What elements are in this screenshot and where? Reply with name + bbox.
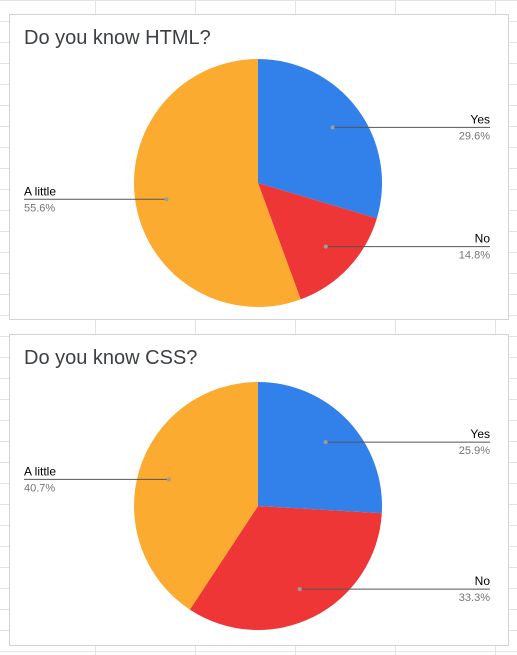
chart-card-css[interactable]: Do you know CSS? Yes 25.9% No 33.3% A little… [9, 334, 509, 646]
pie-chart[interactable]: Yes 25.9% No 33.3% A little 40.7% [10, 335, 510, 647]
slice-label: Yes [470, 112, 490, 126]
chart-card-html[interactable]: Do you know HTML? Yes 29.6% No 14.8% A littl… [9, 14, 509, 320]
pie-slice-no[interactable] [189, 506, 382, 630]
slice-percent: 25.9% [459, 445, 490, 457]
chart-title: Do you know HTML? [24, 27, 211, 49]
slice-percent: 55.6% [24, 202, 55, 214]
slice-label: A little [24, 464, 56, 478]
pie-chart[interactable]: Yes 29.6% No 14.8% A little 55.6% [10, 15, 510, 321]
slice-percent: 14.8% [459, 250, 490, 262]
slice-label: Yes [470, 427, 490, 441]
leader-dot [323, 244, 328, 249]
pie-slice-yes[interactable] [258, 59, 383, 219]
pie-slice-yes[interactable] [258, 382, 382, 514]
leader-dot [164, 197, 169, 202]
chart-title: Do you know CSS? [24, 347, 198, 369]
pie-slice-no[interactable] [258, 183, 377, 300]
leader-dot [323, 440, 328, 445]
slice-label: No [475, 574, 491, 588]
slice-percent: 33.3% [459, 592, 490, 604]
slice-percent: 40.7% [24, 482, 55, 494]
leader-dot [330, 125, 335, 130]
leader-dot [166, 477, 171, 482]
slice-label: No [475, 232, 491, 246]
leader-dot [297, 587, 302, 592]
slice-label: A little [24, 184, 56, 198]
pie-slice-a-little[interactable] [133, 58, 301, 307]
pie-slice-a-little[interactable] [133, 382, 258, 610]
slice-percent: 29.6% [459, 130, 490, 142]
